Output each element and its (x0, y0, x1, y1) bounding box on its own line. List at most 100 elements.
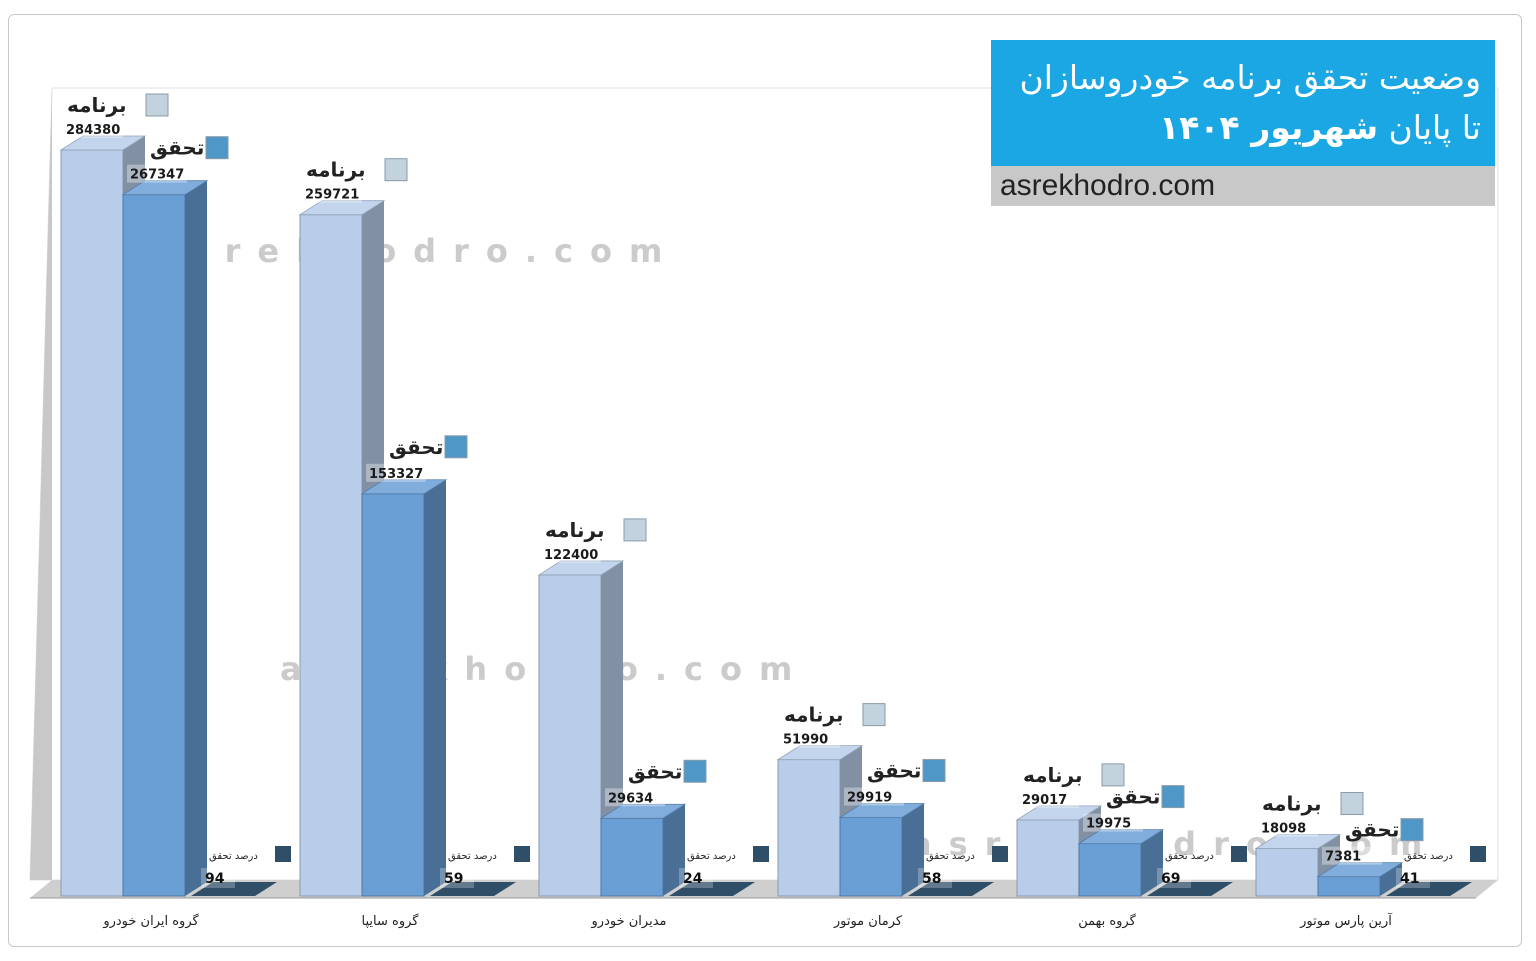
value-label-plan: 51990 (783, 733, 828, 748)
series-label: تحقق (150, 136, 204, 160)
legend-swatch (1101, 763, 1125, 787)
legend-swatch-percent (514, 846, 530, 862)
value-label-actual: 29634 (608, 791, 653, 806)
side-wall (30, 88, 52, 880)
value-label-plan: 29017 (1022, 793, 1067, 808)
value-box (679, 868, 713, 888)
category-label: گروه سایپا (362, 913, 420, 929)
legend-swatch-percent (1231, 846, 1247, 862)
value-box (63, 120, 123, 138)
value-box (1019, 789, 1079, 808)
legend-swatch (444, 435, 468, 459)
value-box (918, 868, 952, 888)
value-label-plan: 18098 (1261, 822, 1306, 837)
chart-subtitle: تا پایان شهریور ۱۴۰۴ (1159, 108, 1481, 147)
bar-plan (1254, 834, 1342, 897)
bar-actual (838, 803, 926, 897)
bar-actual (1077, 829, 1165, 897)
category-label: آرین پارس موتور (1299, 912, 1393, 929)
value-box (1157, 868, 1191, 888)
category-label: مدیران خودرو (591, 914, 667, 929)
bar-percent (908, 882, 994, 896)
legend-swatch (145, 93, 169, 117)
bar-percent (669, 882, 755, 896)
series-label: تحقق (1345, 818, 1399, 842)
bar-percent (191, 882, 277, 896)
series-label: تحقق (1106, 785, 1160, 809)
bar-percent (430, 882, 516, 896)
subtitle-prefix: تا پایان (1388, 108, 1481, 147)
subtitle-date: شهریور ۱۴۰۴ (1159, 108, 1379, 147)
value-box (541, 544, 601, 563)
value-label-plan: 284380 (66, 123, 120, 138)
value-box (127, 164, 187, 183)
legend-swatch (623, 518, 647, 542)
value-box (440, 868, 474, 888)
bar-actual (121, 180, 209, 897)
category-label: گروه بهمن (1078, 913, 1136, 929)
legend-swatch-percent (1470, 846, 1486, 862)
value-box (1083, 813, 1143, 832)
value-box (366, 463, 426, 482)
legend-swatch (862, 703, 886, 727)
chart-title: وضعیت تحقق برنامه خودروسازان (1019, 58, 1481, 97)
value-box (1322, 846, 1382, 865)
site-box: asrekhodro.com (991, 166, 1495, 206)
series-label: برنامه (1262, 792, 1321, 816)
bar-percent (1386, 882, 1472, 896)
value-box (605, 788, 665, 807)
bar-actual (599, 803, 687, 897)
series-label: تحقق (389, 435, 443, 459)
series-label-percent: درصد تحقق (926, 851, 975, 862)
series-label: تحقق (628, 759, 682, 783)
series-label: برنامه (1023, 763, 1082, 787)
legend-swatch-percent (753, 846, 769, 862)
legend-swatch (1400, 818, 1424, 842)
value-box (201, 868, 235, 888)
value-label-actual: 267347 (130, 168, 184, 183)
bar-actual (360, 479, 448, 897)
category-label: کرمان موتور (833, 914, 903, 929)
legend-swatch (1161, 785, 1185, 809)
value-label-plan: 122400 (544, 548, 598, 563)
value-label-percent: 41 (1400, 871, 1419, 887)
site-url: asrekhodro.com (1000, 169, 1216, 202)
value-label-plan: 259721 (305, 188, 359, 203)
series-label: برنامه (545, 518, 604, 542)
series-label: برنامه (784, 703, 843, 727)
legend-swatch (922, 759, 946, 783)
legend-swatch (384, 158, 408, 182)
series-label-percent: درصد تحقق (1165, 851, 1214, 862)
series-label-percent: درصد تحقق (209, 851, 258, 862)
value-label-percent: 94 (205, 871, 225, 887)
bar-actual (1316, 862, 1404, 897)
value-label-percent: 69 (1161, 871, 1180, 887)
watermark-text: asrekhodro.com (150, 232, 679, 270)
category-label: گروه ایران خودرو (102, 913, 199, 929)
legend-swatch (1340, 792, 1364, 816)
value-box (844, 787, 904, 806)
legend-swatch-percent (992, 846, 1008, 862)
value-label-percent: 58 (922, 871, 941, 887)
value-label-actual: 7381 (1325, 850, 1361, 865)
series-label: تحقق (867, 759, 921, 783)
series-label: برنامه (67, 93, 126, 117)
back-wall (29, 87, 1499, 881)
legend-swatch (683, 759, 707, 783)
series-label-percent: درصد تحقق (1404, 851, 1453, 862)
value-label-percent: 59 (444, 871, 463, 887)
bar-percent (1147, 882, 1233, 896)
value-box (780, 729, 840, 748)
value-box (1258, 818, 1318, 837)
series-label-percent: درصد تحقق (687, 851, 736, 862)
value-label-percent: 24 (683, 871, 703, 887)
title-box: وضعیت تحقق برنامه خودروسازان تا پایان شه… (991, 40, 1495, 166)
value-label-actual: 153327 (369, 467, 423, 482)
value-box (1396, 868, 1430, 888)
legend-swatch-percent (275, 846, 291, 862)
value-label-actual: 29919 (847, 791, 892, 806)
legend-swatch (205, 136, 229, 160)
series-label-percent: درصد تحقق (448, 851, 497, 862)
series-label: برنامه (306, 158, 365, 182)
